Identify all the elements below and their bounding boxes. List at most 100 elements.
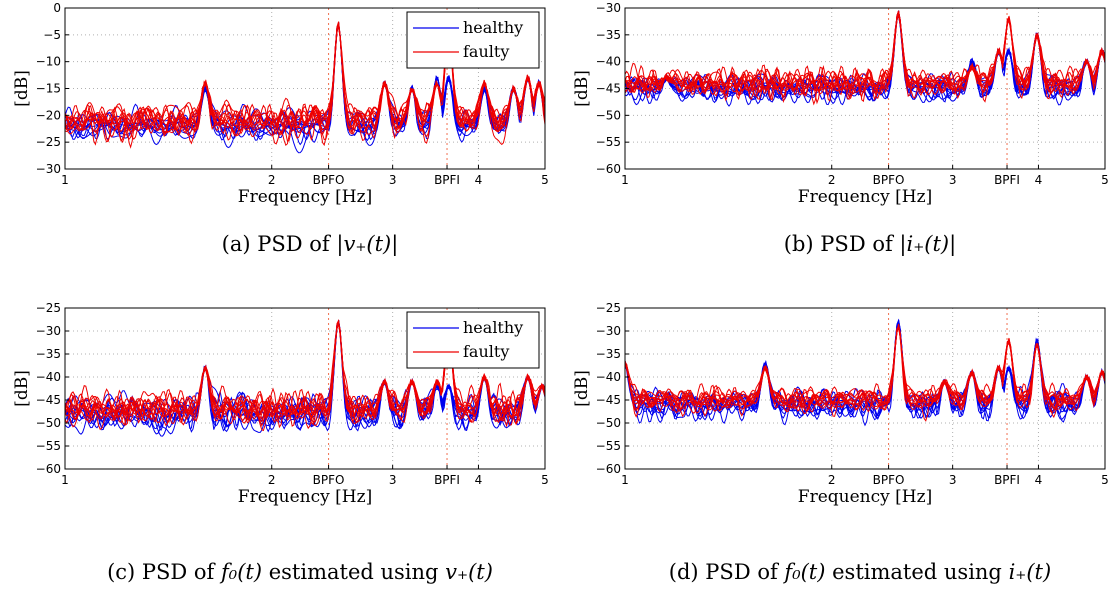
- faulty-trace: [625, 10, 1105, 96]
- caption-b: (b) PSD of |i₊(t)|: [620, 232, 1120, 256]
- caption-text: (a) PSD of: [221, 232, 337, 256]
- chart-svg: 0 −5 −10 −15 −20 −25 −301 2 BPFO 3 BPFI 4 5 Frequency…: [12, 1, 549, 207]
- legend: healthy faulty: [406, 11, 540, 69]
- caption-math: v₊(t): [445, 560, 493, 584]
- x-tick-label: 5: [541, 473, 549, 487]
- x-tick-label: 3: [949, 173, 957, 187]
- chart-panel-d: −25 −30 −35 −40 −45 −50 −55 −60 1 2 BPFO 3 BPFI 4 5 Fre…: [560, 300, 1120, 520]
- y-tick-label: −50: [596, 108, 621, 122]
- y-tick-label: −25: [36, 135, 61, 149]
- caption-d: (d) PSD of f₀(t) estimated using i₊(t): [590, 560, 1120, 584]
- legend-box: [406, 311, 540, 369]
- y-tick-label: −10: [36, 55, 61, 69]
- x-tick-label: 3: [949, 473, 957, 487]
- y-tick-label: 0: [53, 1, 61, 15]
- chart-panel-b: −30 −35 −40 −45 −50 −55 −60 1 2 BPFO 3 BPFI 4 5 Freque…: [560, 0, 1120, 220]
- axes-box: [64, 307, 546, 470]
- chart-svg: −25 −30 −35 −40 −45 −50 −55 −601 2 BPFO 3 BPFI 4 5 Fre…: [572, 301, 1109, 507]
- chart-panel-a: 0 −5 −10 −15 −20 −25 −30 1 2 BPFO 3 BPFI 4 5 Frequency…: [0, 0, 560, 220]
- plot-area: [625, 308, 1105, 469]
- x-tick-label: 2: [268, 173, 276, 187]
- caption-a: (a) PSD of |v₊(t)|: [60, 232, 560, 256]
- x-tick-label: 4: [1035, 173, 1043, 187]
- x-tick-label: 1: [621, 173, 629, 187]
- x-tick-label: BPFI: [434, 173, 460, 187]
- y-tick-label: −15: [36, 82, 61, 96]
- faulty-trace: [65, 25, 545, 137]
- caption-text: estimated using: [825, 560, 1009, 584]
- y-tick-label: −60: [596, 462, 621, 476]
- y-tick-label: −45: [596, 393, 621, 407]
- x-tick-label: BPFI: [994, 473, 1020, 487]
- y-tick-label: −30: [36, 324, 61, 338]
- y-tick-label: −55: [36, 439, 61, 453]
- caption-math: f₀(t): [784, 560, 826, 584]
- y-tick-label: −35: [596, 347, 621, 361]
- y-tick-label: −35: [596, 28, 621, 42]
- y-tick-label: −35: [36, 347, 61, 361]
- y-tick-label: −45: [596, 82, 621, 96]
- x-tick-label: 2: [268, 473, 276, 487]
- x-tick-label: 5: [1101, 173, 1109, 187]
- y-tick-label: −40: [596, 370, 621, 384]
- x-axis-label: Frequency [Hz]: [798, 487, 932, 507]
- x-tick-label: 1: [61, 173, 69, 187]
- caption-c: (c) PSD of f₀(t) estimated using v₊(t): [30, 560, 570, 584]
- y-tick-label: −20: [36, 108, 61, 122]
- legend-box: [406, 11, 540, 69]
- y-tick-label: −40: [596, 55, 621, 69]
- x-tick-label: 1: [61, 473, 69, 487]
- caption-math: i₊(t): [1008, 560, 1052, 584]
- y-tick-label: −50: [596, 416, 621, 430]
- series-group: [625, 10, 1105, 107]
- y-axis-label: [dB]: [12, 370, 32, 407]
- healthy-trace: [625, 322, 1105, 421]
- legend-label-faulty: faulty: [463, 342, 509, 361]
- x-tick-label: BPFO: [873, 473, 905, 487]
- x-axis-label: Frequency [Hz]: [238, 487, 372, 507]
- y-tick-label: −30: [36, 162, 61, 176]
- x-tick-label: 4: [475, 173, 483, 187]
- x-tick-label: BPFI: [994, 173, 1020, 187]
- y-tick-label: −25: [596, 301, 621, 315]
- y-tick-label: −25: [36, 301, 61, 315]
- series-group: [65, 21, 545, 154]
- faulty-trace: [65, 322, 545, 432]
- y-tick-label: −50: [36, 416, 61, 430]
- healthy-trace: [625, 318, 1105, 427]
- axes-box: [624, 307, 1106, 470]
- faulty-trace: [65, 322, 545, 424]
- chart-svg: −30 −35 −40 −45 −50 −55 −601 2 BPFO 3 BPFI 4 5 Freque…: [572, 1, 1109, 207]
- faulty-trace: [65, 22, 545, 147]
- y-tick-label: −30: [596, 324, 621, 338]
- y-tick-label: −60: [596, 162, 621, 176]
- caption-math: |v₊(t)|: [336, 232, 399, 256]
- faulty-trace: [65, 318, 545, 424]
- x-tick-label: BPFO: [873, 173, 905, 187]
- legend-label-healthy: healthy: [463, 18, 523, 37]
- faulty-trace: [625, 326, 1105, 422]
- y-tick-label: −5: [43, 28, 61, 42]
- x-tick-label: BPFO: [313, 473, 345, 487]
- legend-label-faulty: faulty: [463, 42, 509, 61]
- x-tick-label: 4: [475, 473, 483, 487]
- y-axis-label: [dB]: [572, 70, 592, 107]
- caption-math: |i₊(t)|: [899, 232, 957, 256]
- caption-text: (c) PSD of: [107, 560, 222, 584]
- series-group: [65, 318, 545, 437]
- x-tick-label: 4: [1035, 473, 1043, 487]
- x-tick-label: 5: [1101, 473, 1109, 487]
- chart-panel-c: −25 −30 −35 −40 −45 −50 −55 −60 1 2 BPFO 3 BPFI 4 5 Fre…: [0, 300, 560, 520]
- legend: healthy faulty: [406, 311, 540, 369]
- faulty-trace: [625, 324, 1105, 409]
- y-tick-label: −40: [36, 370, 61, 384]
- caption-text: estimated using: [262, 560, 446, 584]
- caption-text: (d) PSD of: [668, 560, 785, 584]
- y-tick-label: −30: [596, 1, 621, 15]
- series-group: [625, 318, 1105, 427]
- faulty-trace: [625, 324, 1105, 414]
- chart-svg: −25 −30 −35 −40 −45 −50 −55 −601 2 BPFO 3 BPFI 4 5 Fre…: [12, 301, 549, 507]
- x-axis-label: Frequency [Hz]: [238, 187, 372, 207]
- caption-math: f₀(t): [221, 560, 263, 584]
- faulty-trace: [625, 326, 1105, 406]
